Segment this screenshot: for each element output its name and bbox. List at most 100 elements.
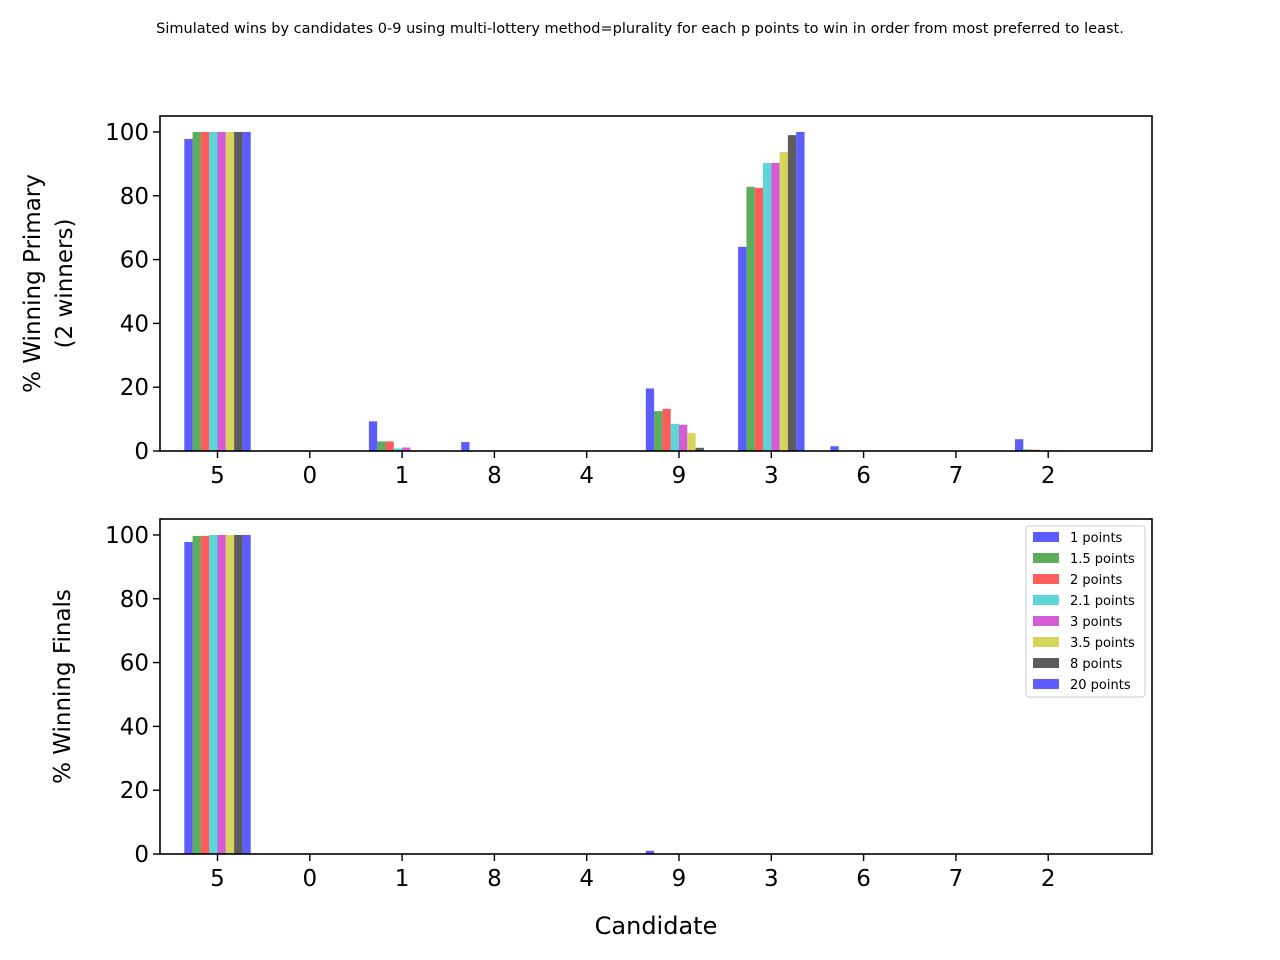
bar [393,448,403,451]
plot-frame [159,518,1153,855]
bar [377,441,386,451]
series-20-points [242,534,251,854]
bar [754,187,763,452]
y-tick-label: 0 [134,439,149,465]
x-tick-label: 9 [672,463,687,489]
bar [234,534,243,854]
y-tick-label: 100 [105,523,149,549]
legend-swatch [1033,532,1059,542]
bar [461,442,470,451]
y-tick-label: 100 [105,120,149,146]
legend-label: 3 points [1070,615,1123,630]
figure-title: Simulated wins by candidates 0-9 using m… [156,21,1124,37]
legend-label: 3.5 points [1070,636,1135,651]
bar [402,447,411,451]
legend-swatch [1033,637,1059,647]
legend: 1 points 1.5 points 2 points 2.1 points 3 po… [1025,525,1146,698]
legend-frame [1025,525,1146,698]
bar [368,421,378,451]
x-tick-label: 8 [487,463,502,489]
x-tick-label: 3 [764,866,779,892]
x-tick-label: 6 [856,866,871,892]
y-tick-label: 20 [120,375,149,401]
legend-swatch [1033,658,1059,668]
legend-label: 2.1 points [1070,594,1135,609]
y-tick-label: 60 [120,651,149,677]
bar [763,162,772,451]
x-tick-label: 1 [395,463,410,489]
bar [242,534,251,854]
bar [192,535,201,854]
bar [746,186,755,451]
bar [184,541,193,854]
bar [234,131,243,451]
series-8-points [234,131,797,451]
x-tick-label: 6 [856,463,871,489]
x-tick-label: 2 [1041,866,1056,892]
bar [225,534,235,854]
legend-label: 20 points [1070,678,1131,693]
y-tick-label: 60 [120,248,149,274]
series-2-points [200,535,210,854]
bar [787,135,797,451]
bar [662,408,671,451]
y-axis-label: (2 winners) [52,219,78,349]
legend-swatch [1033,553,1059,563]
finals-chart: 0 20 40 60 80 100 5 0 1 8 4 9 3 6 7 2 % Winning Finals Ca… [50,518,1153,940]
bar [645,850,655,854]
y-tick-label: 0 [134,842,149,868]
legend-label: 1 points [1070,531,1123,546]
series-8-points [234,534,243,854]
series-1-points [184,541,655,854]
primary-chart: 0 20 40 60 80 100 5 0 1 8 4 9 3 6 7 2 % Winning Primary(… [20,115,1153,489]
bar [385,441,394,451]
bar [796,131,805,451]
bar [200,535,210,854]
y-tick-label: 80 [120,184,149,210]
bar [670,423,679,451]
y-tick-label: 40 [120,311,149,337]
y-axis-label: % Winning Primary [20,174,46,393]
bar [738,246,747,451]
series-1-points [184,138,1024,451]
x-tick-label: 4 [579,463,594,489]
x-tick-label: 5 [210,463,225,489]
y-tick-label: 40 [120,714,149,740]
legend-label: 8 points [1070,657,1123,672]
bar [192,131,201,451]
bar [679,424,688,451]
y-tick-label: 80 [120,587,149,613]
bar [217,534,226,854]
legend-swatch [1033,679,1059,689]
x-tick-label: 0 [302,463,317,489]
legend-label: 2 points [1070,573,1123,588]
x-tick-label: 4 [579,866,594,892]
y-tick-label: 20 [120,778,149,804]
bar [184,138,193,451]
x-tick-label: 8 [487,866,502,892]
x-tick-label: 9 [672,866,687,892]
bar [830,446,839,451]
bar [242,131,251,451]
x-tick-label: 7 [949,463,964,489]
x-tick-label: 7 [949,866,964,892]
bar [654,411,663,451]
x-axis-label: Candidate [595,912,718,940]
bar [209,131,218,451]
bar [779,152,788,452]
x-tick-label: 0 [302,866,317,892]
x-tick-label: 1 [395,866,410,892]
bar [771,162,780,451]
legend-swatch [1033,574,1059,584]
series-3-points [217,534,226,854]
series-1-5-points [192,535,201,854]
legend-label: 1.5 points [1070,552,1135,567]
bar [645,388,655,451]
bar [217,131,226,451]
plot-frame [159,115,1153,452]
legend-swatch [1033,616,1059,626]
bar [209,534,218,854]
bar [225,131,235,451]
series-2-1-points [209,534,218,854]
